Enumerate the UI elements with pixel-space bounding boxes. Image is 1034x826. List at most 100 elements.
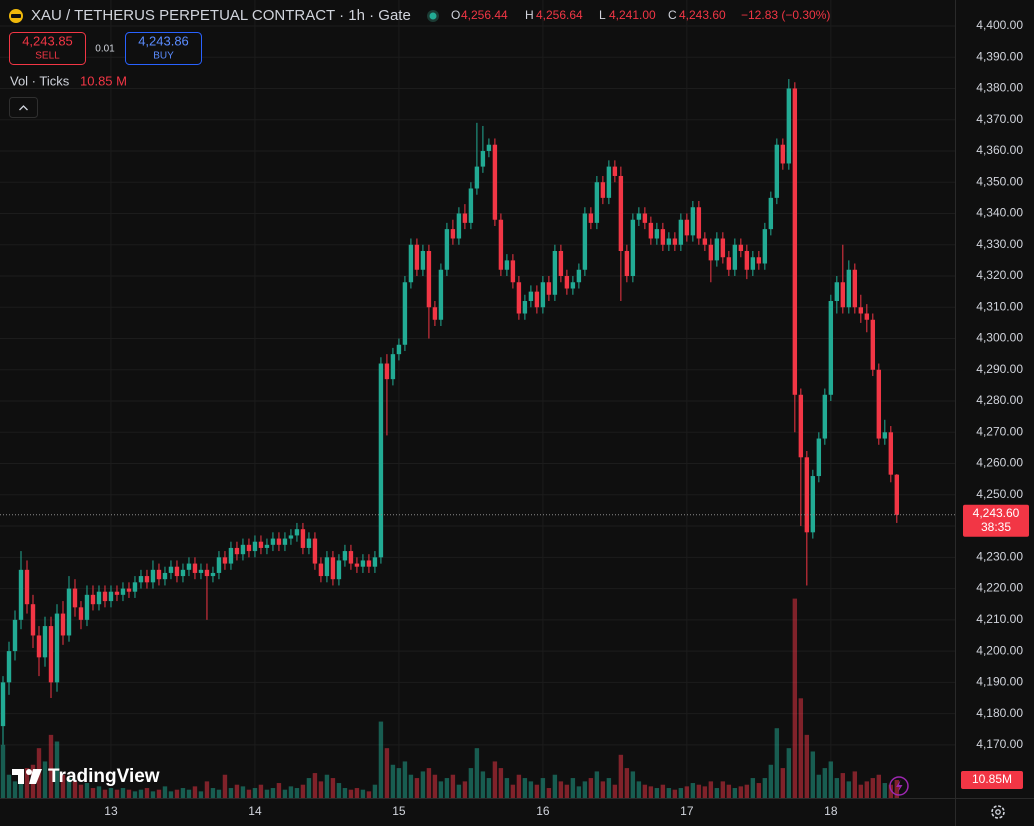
volume-bar xyxy=(360,789,366,798)
volume-bar xyxy=(18,771,24,798)
candle-body xyxy=(54,613,60,683)
candle-body xyxy=(396,344,402,355)
alert-button[interactable] xyxy=(889,776,909,796)
candle-body xyxy=(660,229,666,245)
candle-body xyxy=(720,238,726,258)
volume-bar xyxy=(876,774,882,798)
volume-bar xyxy=(564,784,570,798)
volume-bar xyxy=(48,734,54,798)
x-tick-label: 13 xyxy=(104,804,118,818)
collapse-button[interactable] xyxy=(9,97,38,118)
volume-legend-name: Vol · Ticks xyxy=(10,73,70,88)
volume-bar xyxy=(204,781,210,798)
candle-body xyxy=(210,572,216,577)
symbol-icon-mark xyxy=(11,14,21,18)
sell-price[interactable]: 4,243.85 xyxy=(22,33,73,48)
candle-body xyxy=(822,394,828,439)
y-tick-label: 4,310.00 xyxy=(976,299,1023,313)
candle-body xyxy=(516,282,522,314)
candle-body xyxy=(384,363,390,380)
sell-label[interactable]: SELL xyxy=(35,51,60,62)
volume-bar xyxy=(228,788,234,798)
candle-body xyxy=(432,307,438,320)
sell-button[interactable]: 4,243.85 SELL xyxy=(9,32,86,65)
candle-body xyxy=(318,563,324,577)
collapse-button-frame[interactable] xyxy=(9,97,38,118)
candle-body xyxy=(300,529,306,548)
volume-bar xyxy=(432,774,438,798)
ohlc-label: C xyxy=(668,8,677,22)
volume-bar xyxy=(294,788,300,798)
candle-body xyxy=(378,363,384,558)
volume-bar xyxy=(42,761,48,798)
volume-bar xyxy=(456,784,462,798)
candle-body xyxy=(852,269,858,308)
candle-body xyxy=(180,569,186,577)
volume-bar xyxy=(510,784,516,798)
ohlc-value: 4,243.60 xyxy=(679,8,726,22)
axes: 4,170.00 4,180.00 4,190.00 4,200.00 4,210.00… xyxy=(0,18,1029,818)
candle-body xyxy=(252,541,258,552)
candle-body xyxy=(48,626,54,683)
candle-body xyxy=(138,576,144,583)
y-tick-label: 4,200.00 xyxy=(976,643,1023,657)
volume-bar xyxy=(816,774,822,798)
candle-body xyxy=(144,576,150,583)
volume-bar xyxy=(798,698,804,798)
volume-bar xyxy=(258,784,264,798)
candle-body xyxy=(462,213,468,223)
sell-button-frame[interactable] xyxy=(9,32,86,65)
volume-bar xyxy=(246,789,252,798)
candle-body xyxy=(696,207,702,239)
brand-icon xyxy=(12,769,24,784)
candle-body xyxy=(834,282,840,302)
candle-body xyxy=(594,182,600,223)
volume-bar xyxy=(150,791,156,798)
candle-body xyxy=(672,238,678,245)
buy-label[interactable]: BUY xyxy=(153,51,174,62)
volume-bar xyxy=(720,781,726,798)
volume-bar xyxy=(144,788,150,798)
volume-bar xyxy=(372,784,378,798)
volume-legend-value: 10.85 M xyxy=(80,73,127,88)
volume-bar xyxy=(894,779,900,798)
candle-body xyxy=(126,588,132,592)
candle-body xyxy=(522,301,528,314)
volume-bar xyxy=(714,788,720,798)
volume-bar xyxy=(126,789,132,798)
candle-body xyxy=(870,319,876,370)
candle-body xyxy=(654,229,660,239)
volume-bar xyxy=(24,768,30,798)
alert-icon[interactable] xyxy=(889,776,909,796)
y-tick-label: 4,170.00 xyxy=(976,737,1023,751)
candle-body xyxy=(336,560,342,580)
candle-body xyxy=(846,269,852,308)
buy-price[interactable]: 4,243.86 xyxy=(138,33,189,48)
buy-button-frame[interactable] xyxy=(125,32,202,65)
settings-icon[interactable] xyxy=(991,805,1005,819)
candle-body xyxy=(684,219,690,236)
alert-icon[interactable] xyxy=(896,780,903,792)
candle-body xyxy=(282,538,288,545)
collapse-icon[interactable] xyxy=(19,105,28,111)
candle-body xyxy=(342,551,348,561)
candle-body xyxy=(402,282,408,345)
volume-bar xyxy=(522,778,528,798)
volume-bar xyxy=(0,744,6,798)
candles xyxy=(0,79,900,745)
y-tick-label: 4,250.00 xyxy=(976,487,1023,501)
candle-body xyxy=(24,569,30,605)
candle-body xyxy=(66,588,72,636)
volume-bar xyxy=(678,788,684,798)
volume-bar xyxy=(240,786,246,798)
volume-bar xyxy=(732,788,738,798)
buy-button[interactable]: 4,243.86 BUY xyxy=(125,32,202,65)
volume-bar xyxy=(354,788,360,798)
candle-body xyxy=(642,213,648,223)
volume-bar xyxy=(606,778,612,798)
candle-body xyxy=(606,166,612,198)
y-tick-label: 4,350.00 xyxy=(976,174,1023,188)
settings-icon[interactable] xyxy=(995,809,1001,815)
volume-bar xyxy=(108,788,114,798)
settings-button[interactable] xyxy=(991,805,1005,819)
